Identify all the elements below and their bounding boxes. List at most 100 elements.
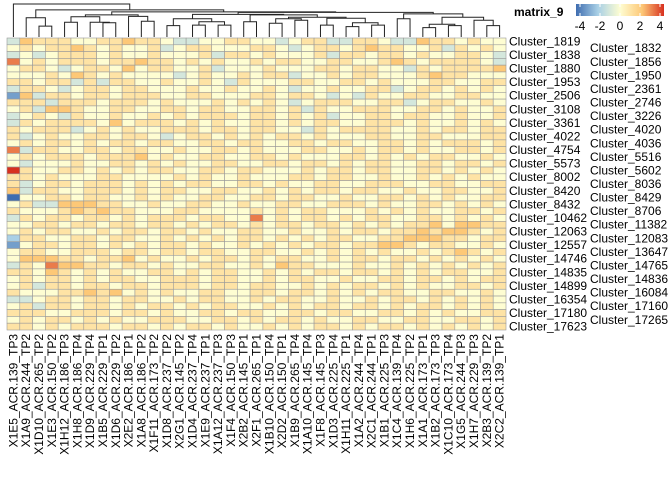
heatmap-cell bbox=[173, 44, 187, 52]
heatmap-cell bbox=[19, 119, 33, 127]
heatmap-cell bbox=[45, 78, 59, 86]
heatmap-cell bbox=[441, 64, 456, 73]
heatmap-cell bbox=[83, 58, 97, 66]
heatmap-cell bbox=[237, 51, 251, 59]
heatmap-cell bbox=[467, 132, 481, 141]
heatmap-cell bbox=[57, 255, 72, 263]
heatmap-cell bbox=[326, 119, 340, 127]
heatmap-cell bbox=[326, 282, 340, 290]
heatmap-cell bbox=[160, 173, 174, 181]
heatmap-cell bbox=[339, 153, 353, 161]
heatmap-cell bbox=[96, 180, 110, 188]
heatmap-cell bbox=[428, 234, 443, 243]
heatmap-cell bbox=[441, 227, 456, 236]
dendrogram-branch bbox=[140, 20, 155, 37]
heatmap-cell bbox=[32, 227, 46, 236]
heatmap-cell bbox=[134, 187, 149, 195]
heatmap-cell bbox=[83, 92, 97, 100]
heatmap-cell bbox=[352, 146, 366, 154]
heatmap-cell bbox=[70, 37, 85, 46]
heatmap-cell bbox=[83, 248, 97, 256]
heatmap-cell bbox=[19, 92, 33, 100]
heatmap-cell bbox=[352, 173, 366, 181]
heatmap-cell bbox=[185, 64, 200, 73]
heatmap-cell bbox=[83, 132, 97, 141]
row-label: Cluster_14835 bbox=[509, 265, 587, 279]
heatmap-cell bbox=[377, 193, 392, 202]
heatmap-cell bbox=[160, 248, 174, 256]
heatmap-cell bbox=[441, 200, 456, 209]
heatmap-cell bbox=[249, 153, 264, 161]
heatmap-cell bbox=[454, 282, 468, 290]
heatmap-cell bbox=[352, 187, 366, 195]
heatmap-cell bbox=[185, 268, 200, 276]
heatmap-cell bbox=[288, 153, 302, 161]
heatmap-cell bbox=[57, 187, 72, 195]
heatmap-cell bbox=[390, 221, 404, 229]
heatmap-cell bbox=[19, 316, 33, 324]
heatmap-cell bbox=[32, 166, 46, 175]
column-label: X1H7_ACR.229_TP3 bbox=[467, 334, 481, 448]
heatmap-cell bbox=[288, 309, 302, 317]
heatmap-cell bbox=[224, 98, 238, 107]
heatmap-cell bbox=[377, 309, 392, 317]
heatmap-cell bbox=[83, 234, 97, 243]
heatmap-cell bbox=[147, 302, 161, 310]
heatmap-cell bbox=[121, 282, 136, 290]
heatmap-cell bbox=[211, 248, 225, 256]
heatmap-cell bbox=[224, 85, 238, 93]
heatmap-cell bbox=[134, 207, 149, 215]
heatmap-cell bbox=[211, 51, 225, 59]
heatmap-cell bbox=[96, 316, 110, 324]
heatmap-cell bbox=[364, 37, 379, 46]
heatmap-cell bbox=[454, 241, 468, 249]
heatmap-cell bbox=[32, 241, 46, 249]
heatmap-cell bbox=[416, 153, 430, 161]
heatmap-cell bbox=[45, 302, 59, 310]
heatmap-cell bbox=[121, 309, 136, 317]
legend-color-bar bbox=[576, 4, 664, 16]
heatmap-cell bbox=[441, 166, 456, 175]
heatmap-cell bbox=[390, 234, 404, 243]
heatmap-cell bbox=[454, 166, 468, 175]
heatmap-cell bbox=[109, 166, 123, 175]
heatmap-cell bbox=[57, 261, 72, 270]
heatmap-cell bbox=[70, 146, 85, 154]
heatmap-cell bbox=[377, 322, 392, 331]
heatmap-cell bbox=[57, 51, 72, 59]
heatmap-cell bbox=[390, 214, 404, 222]
heatmap-cell bbox=[83, 44, 97, 52]
heatmap-cell bbox=[70, 268, 85, 276]
heatmap-cell bbox=[326, 146, 340, 154]
heatmap-cell bbox=[173, 214, 187, 222]
heatmap-cell bbox=[454, 302, 468, 310]
heatmap-cell bbox=[326, 295, 340, 304]
heatmap-cell bbox=[416, 248, 430, 256]
heatmap-cell bbox=[275, 125, 289, 134]
heatmap-cell bbox=[352, 159, 366, 168]
heatmap-cell bbox=[262, 166, 276, 175]
heatmap-cell bbox=[262, 71, 276, 80]
heatmap-cell bbox=[83, 146, 97, 154]
heatmap-cell bbox=[237, 275, 251, 283]
heatmap-cell bbox=[19, 200, 33, 209]
heatmap-cell bbox=[339, 255, 353, 263]
heatmap-cell bbox=[224, 275, 238, 283]
heatmap-cell bbox=[121, 295, 136, 304]
heatmap-cell bbox=[70, 85, 85, 93]
heatmap-cell bbox=[454, 51, 468, 59]
heatmap-cell bbox=[364, 105, 379, 113]
heatmap-cell bbox=[83, 166, 97, 175]
heatmap-cell bbox=[224, 64, 238, 73]
heatmap-cell bbox=[237, 207, 251, 215]
heatmap-cell bbox=[275, 282, 289, 290]
heatmap-cell bbox=[224, 187, 238, 195]
heatmap-cell bbox=[492, 193, 507, 202]
row-label: Cluster_16354 bbox=[509, 292, 587, 306]
heatmap-cell bbox=[249, 85, 264, 93]
row-label: Cluster_4036 bbox=[590, 136, 662, 150]
heatmap-cell bbox=[313, 71, 328, 80]
heatmap-cell bbox=[339, 173, 353, 181]
heatmap-cell bbox=[288, 282, 302, 290]
